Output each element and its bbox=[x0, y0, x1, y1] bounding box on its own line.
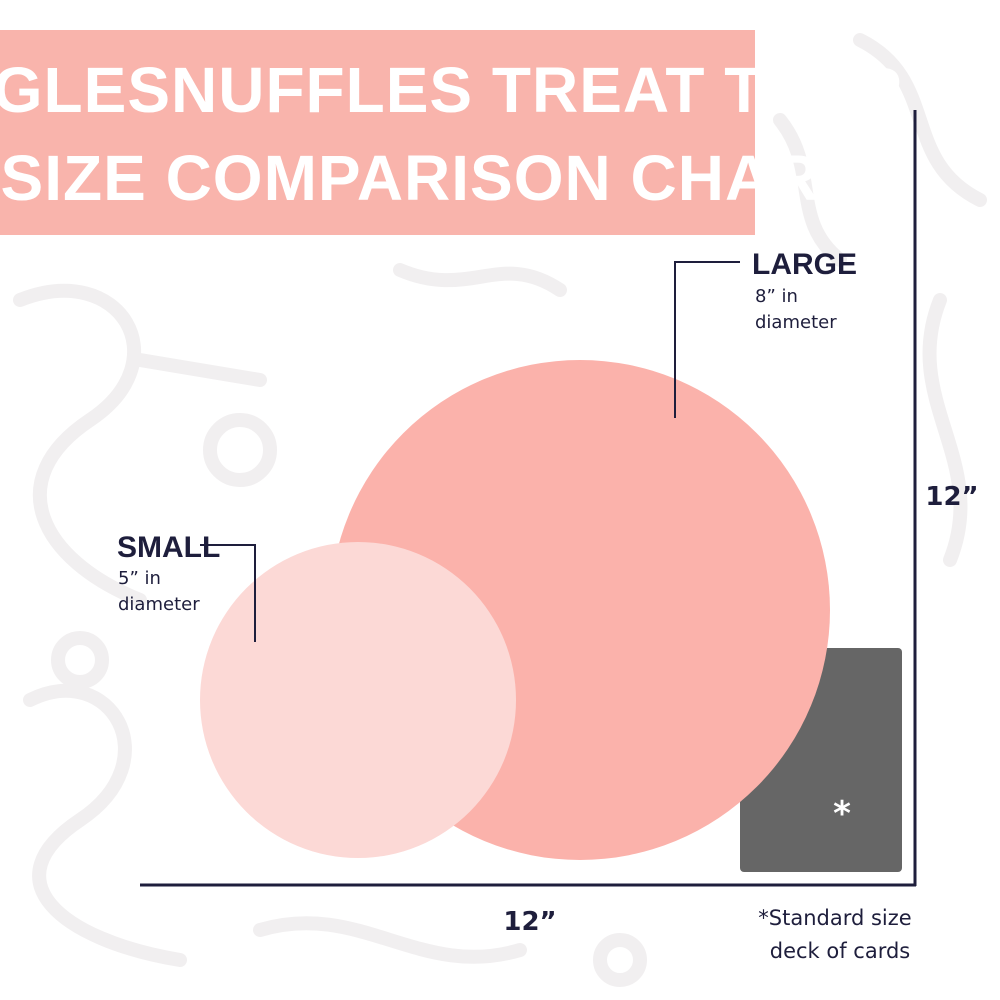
card-marker: * bbox=[833, 794, 851, 834]
item-unit: diameter bbox=[755, 312, 837, 333]
width-label: 12” bbox=[503, 907, 556, 937]
leader-line bbox=[200, 544, 256, 642]
reference-note: *Standard size bbox=[758, 906, 911, 930]
item-name: SMALL bbox=[117, 531, 220, 564]
item-size: 5” in bbox=[118, 568, 161, 589]
title-line: HUGGLESNUFFLES TREAT TRAP bbox=[0, 54, 902, 126]
item-unit: diameter bbox=[118, 594, 200, 615]
reference-note: deck of cards bbox=[770, 939, 911, 963]
small-circle bbox=[200, 542, 516, 858]
title-line: SIZE COMPARISON CHART bbox=[1, 142, 860, 214]
title-banner bbox=[0, 30, 755, 235]
height-label: 12” bbox=[925, 482, 978, 512]
leader-line bbox=[674, 261, 740, 418]
background-doodles bbox=[13, 33, 987, 987]
item-size: 8” in bbox=[755, 286, 798, 307]
item-name: LARGE bbox=[752, 248, 857, 281]
